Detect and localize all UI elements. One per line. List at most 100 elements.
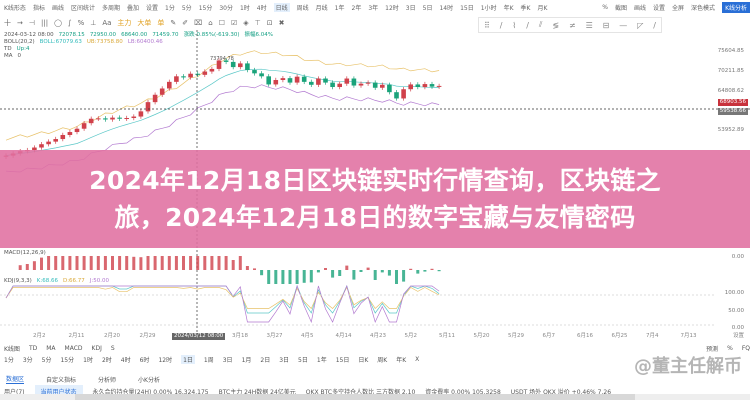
float-tool-icon[interactable]: ⠿	[483, 20, 490, 30]
float-tool-icon[interactable]: ≶	[552, 20, 560, 30]
period-option[interactable]: 5分	[41, 357, 52, 364]
period-tab[interactable]: K线形态	[4, 4, 26, 12]
horizontal-scrollbar[interactable]	[0, 394, 750, 400]
period-tab[interactable]: 5分	[181, 4, 192, 12]
period-option[interactable]: 1年	[316, 357, 327, 364]
period-option[interactable]: 日K	[358, 357, 369, 364]
draw-tool-icon[interactable]: ∫	[67, 18, 72, 27]
period-option[interactable]: 15分	[60, 357, 75, 364]
toolbar-icon[interactable]: 截图	[614, 4, 627, 12]
period-tab[interactable]: 1分	[165, 4, 175, 12]
period-tab[interactable]: 1小时	[480, 4, 497, 12]
period-option[interactable]: 15日	[335, 357, 350, 364]
toolbar-icon[interactable]: 设置	[653, 4, 666, 12]
draw-tool-icon[interactable]: ⊤	[254, 18, 261, 27]
indicator-tab[interactable]: TD	[28, 345, 38, 352]
period-option[interactable]: 年K	[396, 357, 407, 364]
draw-label[interactable]: 主力	[117, 18, 132, 27]
period-tab[interactable]: 画线	[51, 4, 64, 12]
indicator-option[interactable]: %	[727, 345, 733, 352]
float-tool-icon[interactable]: /	[653, 20, 656, 30]
indicator-option[interactable]: FQ	[741, 345, 750, 352]
float-tool-icon[interactable]: ≠	[568, 20, 576, 30]
float-tool-icon[interactable]: ◸	[637, 20, 644, 30]
indicator-option[interactable]: 预测	[706, 346, 719, 353]
scrollbar-thumb[interactable]	[75, 394, 635, 400]
period-option[interactable]: 3日	[279, 357, 290, 364]
draw-tool-icon[interactable]: ⊣	[28, 18, 35, 27]
period-tab[interactable]: 2年	[351, 4, 362, 12]
period-tab[interactable]: 15日	[460, 4, 474, 12]
price-chart[interactable]: 73794.78	[0, 0, 750, 335]
draw-tool-icon[interactable]: ⊥	[90, 18, 97, 27]
draw-tool-icon[interactable]: ☐	[218, 18, 225, 27]
toolbar-icon[interactable]: 深色模式	[691, 4, 716, 12]
draw-tool-icon[interactable]: 十	[4, 18, 11, 27]
float-tool-icon[interactable]: ⊟	[602, 20, 610, 30]
float-tool-icon[interactable]: /	[526, 20, 529, 30]
period-option[interactable]: 5日	[298, 357, 308, 364]
period-tab[interactable]: 3年	[368, 4, 379, 12]
period-tab[interactable]: 1年	[334, 4, 345, 12]
period-tab[interactable]: 指标	[32, 4, 45, 12]
period-option[interactable]: 1周	[203, 357, 214, 364]
toolbar-icon[interactable]: 画线	[634, 4, 647, 12]
time-axis-settings[interactable]: 设置	[732, 333, 744, 339]
data-tab[interactable]: 自定义指标	[46, 376, 77, 384]
period-option[interactable]: 2时	[101, 357, 112, 364]
float-tool-icon[interactable]: ☰	[585, 20, 593, 30]
indicator-tab[interactable]: K线图	[4, 346, 20, 353]
period-tab[interactable]: 1时	[239, 4, 250, 12]
float-tool-icon[interactable]: —	[619, 20, 628, 30]
data-tab[interactable]: 数据区	[6, 376, 25, 384]
period-option[interactable]: X	[415, 356, 420, 363]
kline-analysis-button[interactable]: K线分析	[722, 1, 750, 13]
indicator-tab[interactable]: S	[110, 345, 115, 352]
draw-tool-icon[interactable]: ✖	[278, 18, 285, 27]
td-name[interactable]: TD	[4, 46, 12, 52]
period-tab[interactable]: 月线	[315, 4, 328, 12]
float-tool-icon[interactable]: /	[499, 20, 503, 30]
boll-name[interactable]: BOLL(20,2)	[4, 39, 35, 45]
period-option[interactable]: 6时	[139, 357, 150, 364]
draw-tool-icon[interactable]: ⌂	[208, 18, 213, 27]
draw-tool-icon[interactable]: |||	[40, 18, 49, 27]
period-tab[interactable]: 14时	[439, 4, 454, 12]
period-option[interactable]: 1月	[241, 357, 252, 364]
period-tab[interactable]: 年K	[503, 4, 514, 12]
period-tab[interactable]: 区间统计	[70, 4, 95, 12]
period-tab[interactable]: 多周期	[101, 4, 120, 12]
float-tool-icon[interactable]: ⌇	[512, 20, 517, 30]
period-option[interactable]: 1时	[83, 357, 93, 364]
kdj-name[interactable]: KDJ(9,3,3)	[4, 278, 32, 284]
period-tab[interactable]: 月K	[537, 4, 548, 12]
period-tab[interactable]: 季K	[520, 4, 531, 12]
period-tab[interactable]: 30分	[219, 4, 233, 12]
toolbar-icon[interactable]: 全屏	[672, 4, 685, 12]
draw-label[interactable]: 大单	[137, 18, 152, 27]
period-option[interactable]: 周K	[377, 357, 388, 364]
ma-name[interactable]: MA	[4, 53, 13, 59]
period-option[interactable]: 1分	[4, 357, 14, 364]
float-tool-icon[interactable]: ⫽	[538, 20, 543, 29]
indicator-tab[interactable]: MA	[46, 345, 56, 352]
draw-tool-icon[interactable]: ⊡	[266, 18, 273, 27]
draw-tool-icon[interactable]: Aa	[102, 18, 112, 27]
data-tab[interactable]: 小K分析	[138, 376, 160, 384]
draw-tool-icon[interactable]: ◯	[54, 18, 62, 27]
draw-tool-icon[interactable]: ☑	[230, 18, 238, 27]
draw-tool-icon[interactable]: ⌧	[194, 18, 203, 27]
period-tab[interactable]: 设置	[146, 4, 159, 12]
indicator-tab[interactable]: KDJ	[91, 345, 102, 352]
draw-tool-icon[interactable]: %	[77, 18, 85, 27]
period-tab[interactable]: 5日	[422, 4, 433, 12]
draw-tool-icon[interactable]: ◈	[243, 18, 249, 27]
draw-label[interactable]: 单	[157, 18, 165, 27]
macd-name[interactable]: MACD(12,26,9)	[4, 250, 46, 256]
period-tab[interactable]: 15分	[198, 4, 213, 12]
data-tab[interactable]: 分析师	[98, 376, 117, 384]
period-option[interactable]: 12时	[158, 357, 173, 364]
period-tab[interactable]: 周线	[296, 4, 309, 12]
period-option[interactable]: 3分	[22, 357, 33, 364]
period-tab[interactable]: 日线	[273, 2, 290, 12]
